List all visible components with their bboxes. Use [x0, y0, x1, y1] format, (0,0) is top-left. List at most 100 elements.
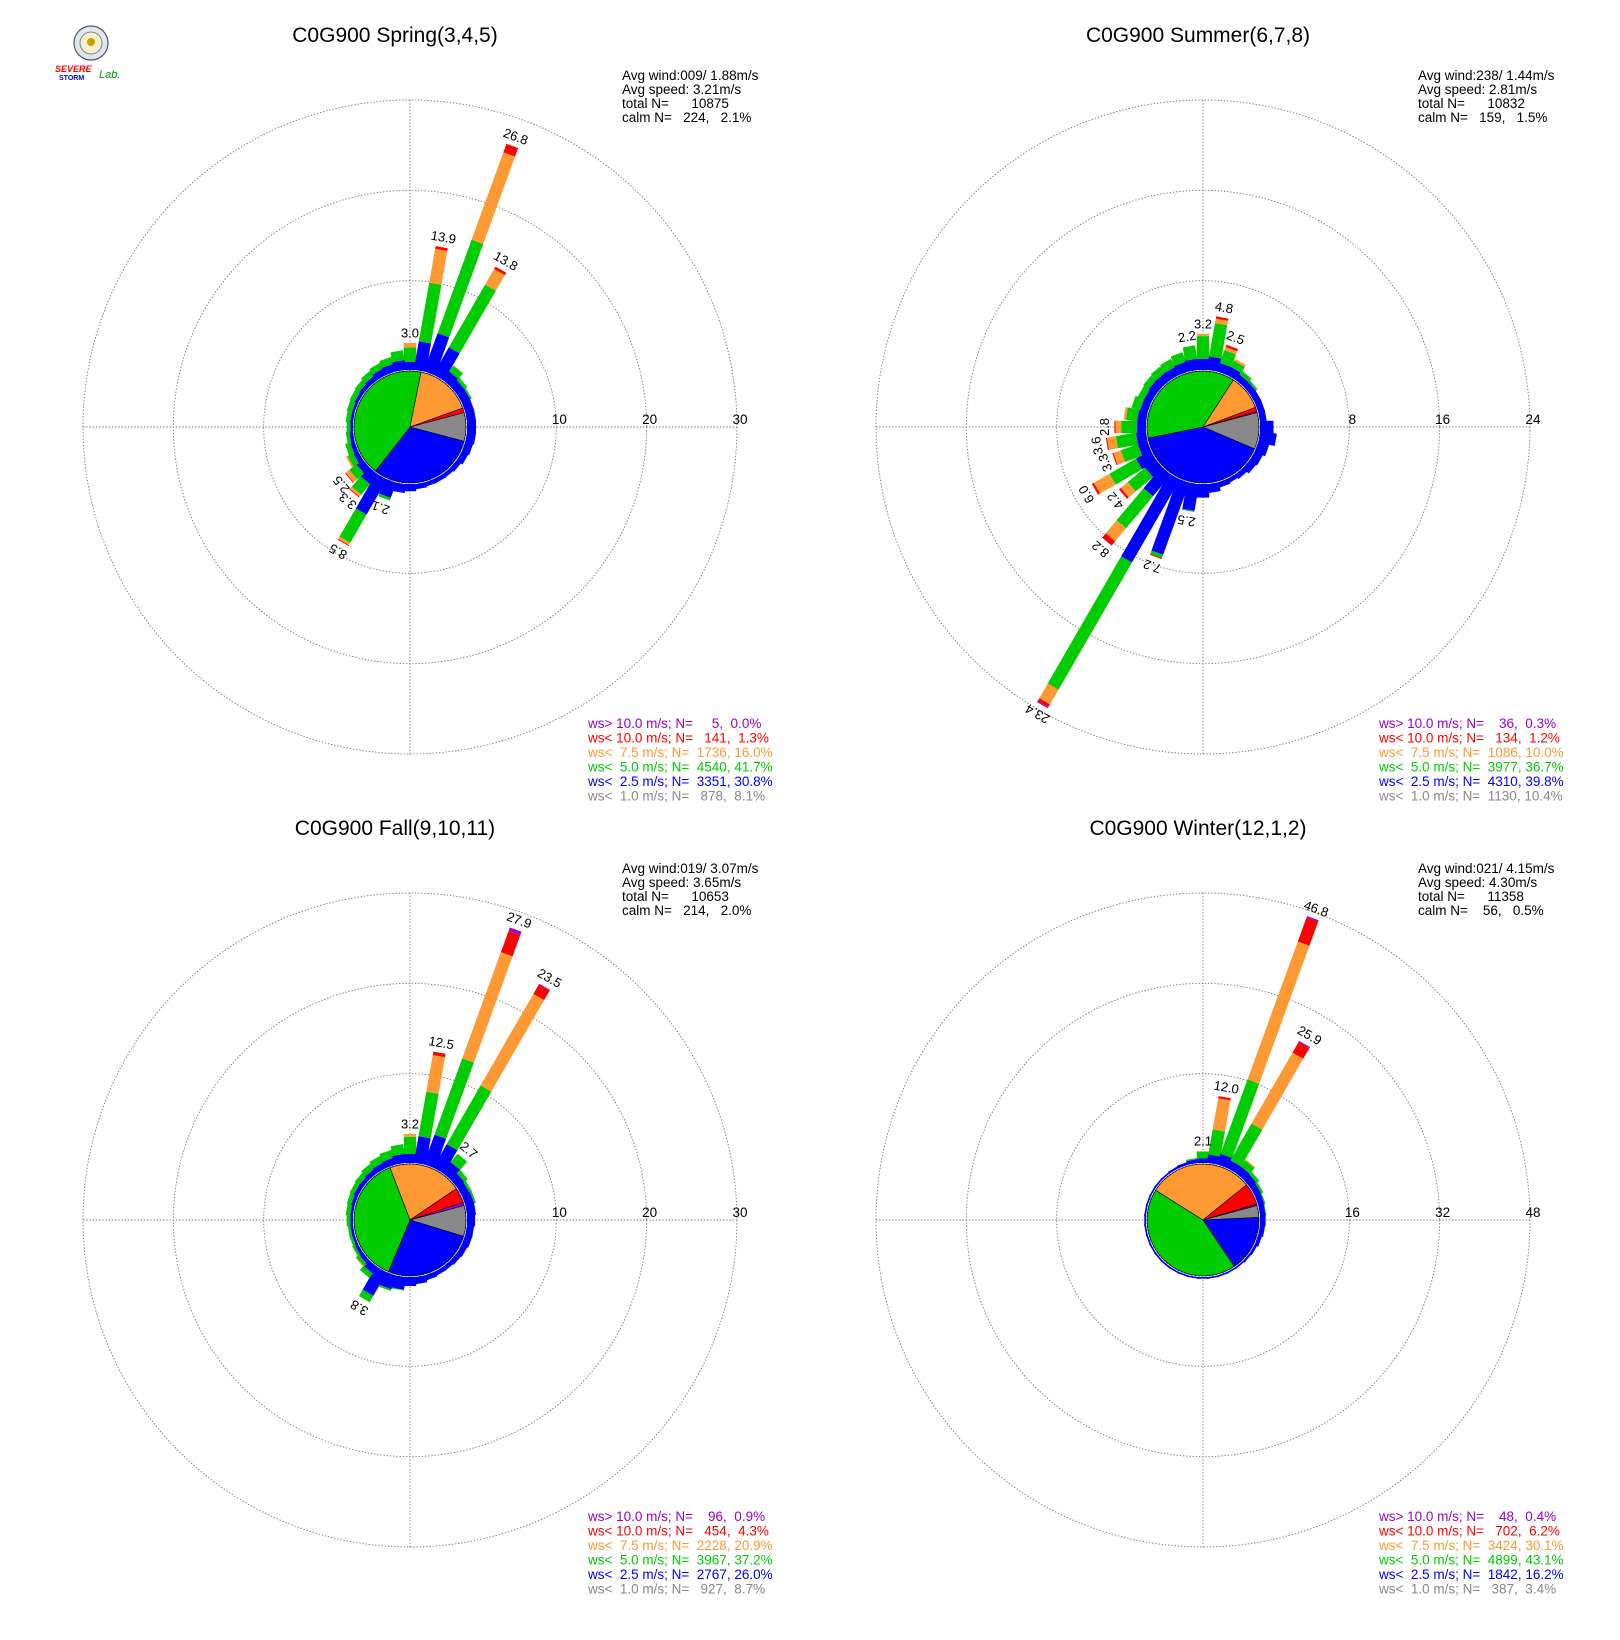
wind-bar-segment: [1185, 358, 1200, 372]
wind-bar-segment: [346, 398, 356, 413]
wind-bar-segment: [1170, 352, 1186, 366]
ring-label: 20: [642, 1205, 657, 1220]
legend-entry: ws> 10.0 m/s; N= 36, 0.3%: [1378, 716, 1556, 731]
wind-bar-segment: [1105, 437, 1109, 451]
wind-bar-segment: [1212, 1098, 1231, 1132]
wind-bar-segment: [462, 952, 513, 1063]
stat-line: Avg speed: 2.81m/s: [1418, 82, 1537, 97]
wind-bar-segment: [1216, 478, 1231, 488]
wind-bar-segment: [347, 452, 359, 467]
legend-entry: ws< 7.5 m/s; N= 3424, 30.1%: [1378, 1538, 1564, 1553]
wind-bar-segment: [1102, 533, 1116, 546]
wind-bar-segment: [467, 420, 476, 434]
wind-bar-segment: [433, 347, 460, 381]
legend-entry: ws< 5.0 m/s; N= 3977, 36.7%: [1378, 760, 1564, 775]
stat-line: Avg speed: 4.30m/s: [1418, 875, 1537, 890]
wind-bar-segment: [1260, 1192, 1266, 1205]
wind-bar-segment: [1292, 1041, 1310, 1059]
legend-entry: ws< 2.5 m/s; N= 4310, 39.8%: [1378, 774, 1564, 789]
wind-bar-segment: [448, 365, 463, 379]
wind-bar-segment: [1145, 1194, 1152, 1207]
logo-text-severe: SEVERE: [55, 64, 93, 74]
wind-bar-segment: [1216, 1271, 1229, 1278]
legend-entry: ws< 5.0 m/s; N= 4540, 41.7%: [587, 760, 773, 775]
bar-value-label: 46.8: [1302, 897, 1331, 920]
legend-entry: ws< 5.0 m/s; N= 3967, 37.2%: [587, 1553, 773, 1568]
legend-entry: ws< 5.0 m/s; N= 4899, 43.1%: [1378, 1553, 1564, 1568]
wind-bar-segment: [1234, 358, 1246, 367]
wind-bar-segment: [355, 473, 387, 515]
stat-line: total N= 11358: [1418, 889, 1524, 904]
bar-value-label: 26.8: [501, 125, 530, 148]
wind-bar-segment: [352, 450, 364, 464]
wind-bar-segment: [354, 391, 364, 404]
wind-bar-segment: [1137, 440, 1152, 456]
wind-bar-segment: [1127, 467, 1153, 492]
ring-label: 16: [1345, 1205, 1360, 1220]
wind-bar-segment: [1177, 1271, 1190, 1278]
legend-entry: ws> 10.0 m/s; N= 96, 0.9%: [587, 1509, 765, 1524]
stat-line: Avg speed: 3.21m/s: [622, 82, 741, 97]
wind-bar-segment: [403, 1277, 417, 1286]
ring-label: 32: [1435, 1205, 1450, 1220]
wind-bar-segment: [1245, 1159, 1256, 1169]
wind-bar-segment: [435, 246, 448, 251]
wind-bar-segment: [1196, 484, 1210, 498]
range-ring: [263, 280, 557, 574]
ring-label: 10: [552, 1205, 567, 1220]
wind-bar-segment: [339, 508, 367, 543]
wind-bar-segment: [1105, 520, 1127, 542]
wind-bar-segment: [1258, 430, 1277, 446]
wind-bar-segment: [1254, 1233, 1263, 1247]
wind-bar-segment: [1151, 478, 1190, 555]
wind-bar-segment: [1149, 1185, 1157, 1197]
legend-entry: ws< 10.0 m/s; N= 454, 4.3%: [587, 1524, 769, 1539]
panel-title: C0G900 Spring(3,4,5): [292, 24, 497, 47]
wind-bar-segment: [1168, 1266, 1180, 1274]
wind-bar-segment: [350, 486, 362, 497]
wind-bar-segment: [1125, 407, 1139, 422]
wind-bar-segment: [1144, 1213, 1146, 1227]
wind-bar-segment: [355, 1257, 365, 1268]
bar-value-label: 3.2: [401, 1117, 419, 1132]
wind-bar-segment: [465, 430, 477, 445]
wind-bar-segment: [413, 482, 427, 490]
wind-bar-segment: [351, 400, 359, 414]
wind-rose-panel: 8 16 244.83.22.2 2.523.47.28.22.54.26.03.33…: [875, 24, 1564, 804]
wind-bar-segment: [345, 442, 355, 456]
wind-bar-segment: [350, 440, 359, 454]
wind-bar-segment: [403, 1154, 417, 1163]
wind-bar-segment: [1206, 482, 1221, 494]
wind-bar-segment: [465, 1202, 477, 1217]
wind-bar-segment: [1206, 356, 1222, 372]
legend-entry: ws< 1.0 m/s; N= 1130, 10.4%: [1378, 789, 1563, 804]
wind-bar-segment: [403, 484, 417, 492]
wind-bar-segment: [1196, 1151, 1210, 1152]
legend-entry: ws< 10.0 m/s; N= 141, 1.3%: [587, 731, 769, 746]
wind-bar-segment: [349, 1181, 360, 1195]
wind-bar-segment: [423, 1134, 447, 1169]
ring-label: 8: [1349, 412, 1357, 427]
wind-bar-segment: [346, 1213, 351, 1227]
wind-bar-segment: [500, 930, 521, 957]
wind-bar-segment: [337, 539, 349, 546]
bar-value-label: 3.3: [1095, 452, 1115, 474]
legend-entry: ws< 10.0 m/s; N= 702, 6.2%: [1378, 1524, 1560, 1539]
wind-bar-segment: [1116, 488, 1153, 529]
wind-bar-segment: [1119, 487, 1129, 499]
wind-bar-segment: [463, 1180, 472, 1193]
wind-bar-segment: [1145, 1233, 1152, 1246]
wind-bar-segment: [485, 268, 505, 291]
wind-bar-segment: [1255, 1181, 1264, 1194]
wind-bar-segment: [1254, 399, 1265, 414]
panel-title: C0G900 Fall(9,10,11): [295, 817, 495, 840]
wind-bar-segment: [1047, 556, 1132, 690]
legend-entry: ws< 1.0 m/s; N= 878, 8.1%: [587, 789, 765, 804]
wind-bar-segment: [1120, 444, 1142, 462]
bar-value-label: 27.9: [505, 909, 534, 932]
bar-value-label: 12.5: [428, 1033, 456, 1052]
wind-bar-segment: [461, 1191, 475, 1207]
wind-bar-segment: [446, 1085, 492, 1151]
wind-bar-segment: [345, 409, 353, 423]
